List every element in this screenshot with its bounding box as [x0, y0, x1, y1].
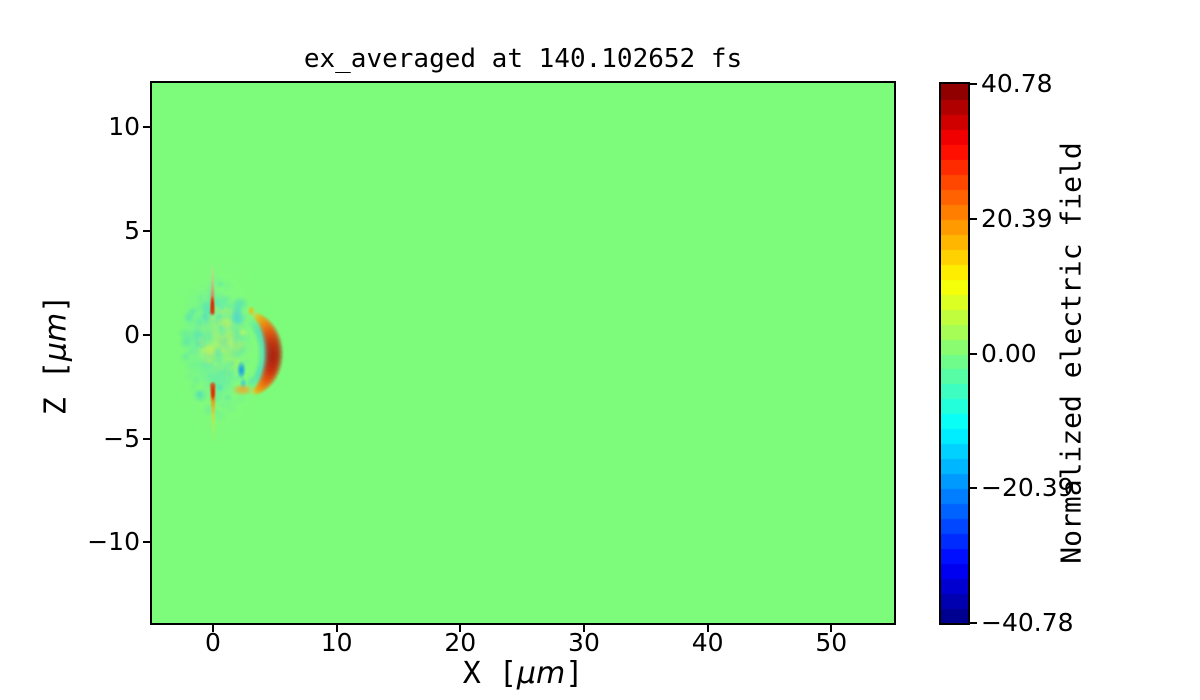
x-tick-label: 40: [691, 628, 724, 657]
x-tick-mark: [335, 625, 338, 632]
x-tick-mark: [211, 625, 214, 632]
colorbar-tick-label: −40.78: [981, 608, 1074, 637]
y-tick-label: −5: [103, 423, 140, 453]
y-axis-label-text: Z [: [38, 361, 74, 416]
y-tick-label: −10: [87, 527, 140, 557]
y-tick-label: 10: [108, 112, 140, 142]
colorbar-tick-label: 40.78: [981, 69, 1053, 98]
y-tick-mark: [143, 229, 150, 232]
y-axis-label-close: ]: [38, 294, 74, 313]
x-tick-mark: [582, 625, 585, 632]
x-tick-label: 20: [444, 628, 477, 657]
y-tick-mark: [143, 126, 150, 129]
colorbar-label: Normalized electric field: [1054, 142, 1088, 564]
colorbar-canvas: [941, 84, 968, 623]
x-tick-label: 30: [568, 628, 600, 657]
x-tick-mark: [706, 625, 709, 632]
x-axis-unit: μm: [516, 656, 566, 691]
colorbar-tick-label: 20.39: [981, 203, 1053, 233]
colorbar-tick-mark: [970, 352, 977, 355]
y-axis-unit: μm: [38, 312, 74, 362]
plot-border: [150, 81, 896, 625]
x-tick-mark: [459, 625, 462, 632]
x-axis-label-close: ]: [565, 656, 584, 691]
colorbar-tick-mark: [970, 83, 977, 85]
colorbar-tick-label: 0.00: [981, 338, 1037, 368]
y-tick-mark: [143, 333, 150, 336]
x-tick-label: 10: [320, 628, 353, 657]
x-tick-label: 0: [205, 628, 221, 657]
y-axis-label: Z [μm]: [39, 295, 74, 416]
colorbar-tick-mark: [970, 487, 977, 490]
colorbar-border: [939, 82, 970, 625]
colorbar-tick-mark: [970, 217, 977, 220]
colorbar-tick-mark: [970, 622, 977, 624]
y-tick-label: 0: [124, 319, 140, 349]
x-tick-mark: [830, 625, 833, 632]
y-tick-label: 5: [124, 215, 140, 245]
plot-title: ex_averaged at 140.102652 fs: [303, 44, 743, 74]
colorbar-tick-label: −20.39: [981, 473, 1074, 503]
x-axis-label: X [μm]: [152, 656, 894, 691]
heatmap-canvas: [152, 83, 894, 623]
x-tick-label: 50: [815, 628, 848, 657]
x-axis-label-text: X [: [462, 656, 517, 691]
y-tick-mark: [143, 437, 150, 440]
y-tick-mark: [143, 541, 150, 544]
